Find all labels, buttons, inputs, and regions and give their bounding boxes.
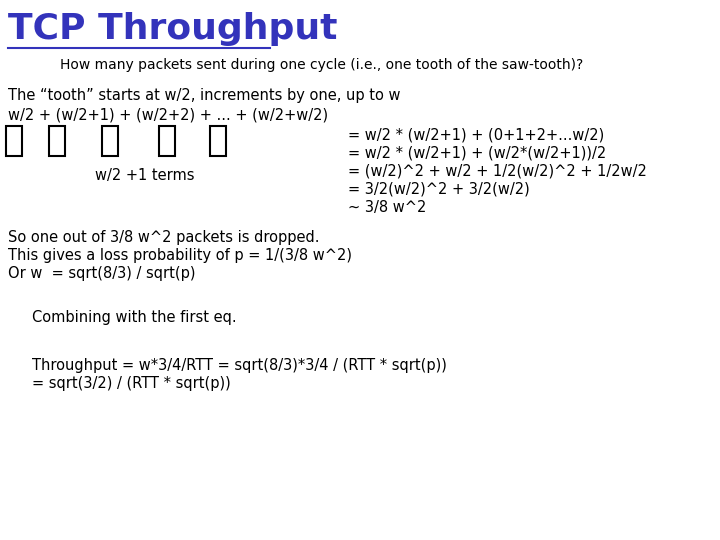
Text: ~ 3/8 w^2: ~ 3/8 w^2: [348, 200, 426, 215]
Text: = w/2 * (w/2+1) + (w/2*(w/2+1))/2: = w/2 * (w/2+1) + (w/2*(w/2+1))/2: [348, 146, 606, 161]
FancyBboxPatch shape: [159, 126, 175, 156]
Text: = 3/2(w/2)^2 + 3/2(w/2): = 3/2(w/2)^2 + 3/2(w/2): [348, 182, 530, 197]
FancyBboxPatch shape: [6, 126, 22, 156]
FancyBboxPatch shape: [210, 126, 226, 156]
Text: = (w/2)^2 + w/2 + 1/2(w/2)^2 + 1/2w/2: = (w/2)^2 + w/2 + 1/2(w/2)^2 + 1/2w/2: [348, 164, 647, 179]
FancyBboxPatch shape: [102, 126, 118, 156]
Text: The “tooth” starts at w/2, increments by one, up to w: The “tooth” starts at w/2, increments by…: [8, 88, 400, 103]
Text: So one out of 3/8 w^2 packets is dropped.: So one out of 3/8 w^2 packets is dropped…: [8, 230, 320, 245]
Text: How many packets sent during one cycle (i.e., one tooth of the saw-tooth)?: How many packets sent during one cycle (…: [60, 58, 583, 72]
Text: = sqrt(3/2) / (RTT * sqrt(p)): = sqrt(3/2) / (RTT * sqrt(p)): [32, 376, 230, 391]
Text: TCP Throughput: TCP Throughput: [8, 12, 338, 46]
Text: = w/2 * (w/2+1) + (0+1+2+...w/2): = w/2 * (w/2+1) + (0+1+2+...w/2): [348, 128, 604, 143]
Text: w/2 +1 terms: w/2 +1 terms: [95, 168, 194, 183]
Text: w/2 + (w/2+1) + (w/2+2) + ... + (w/2+w/2): w/2 + (w/2+1) + (w/2+2) + ... + (w/2+w/2…: [8, 107, 328, 122]
Text: This gives a loss probability of p = 1/(3/8 w^2): This gives a loss probability of p = 1/(…: [8, 248, 352, 263]
FancyBboxPatch shape: [49, 126, 65, 156]
Text: Combining with the first eq.: Combining with the first eq.: [32, 310, 237, 325]
Text: Throughput = w*3/4/RTT = sqrt(8/3)*3/4 / (RTT * sqrt(p)): Throughput = w*3/4/RTT = sqrt(8/3)*3/4 /…: [32, 358, 447, 373]
Text: Or w  = sqrt(8/3) / sqrt(p): Or w = sqrt(8/3) / sqrt(p): [8, 266, 196, 281]
